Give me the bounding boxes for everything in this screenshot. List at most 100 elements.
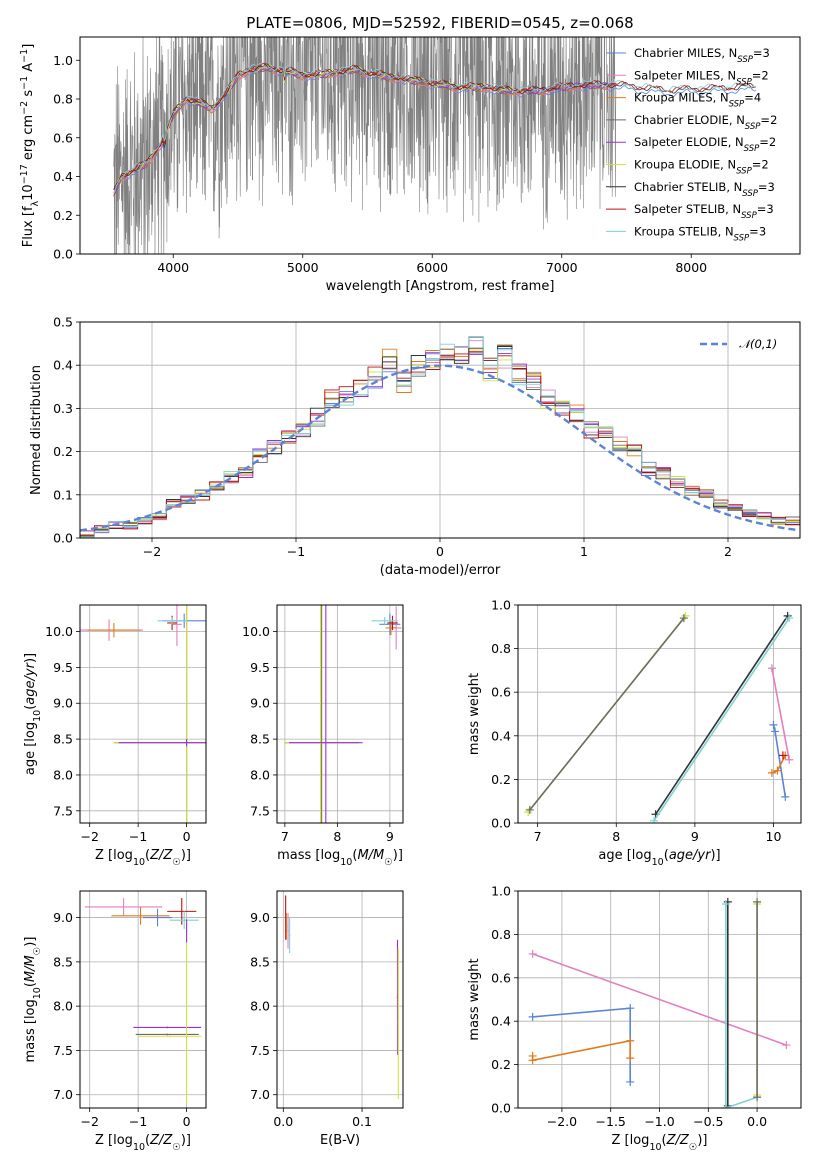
- y-tick-label: 9.0: [250, 696, 270, 711]
- x-tick-label: 10: [766, 829, 782, 844]
- weight-marker: [781, 792, 790, 801]
- legend-entry: Chabrier MILES, NSSP=3: [634, 46, 770, 65]
- weight-marker: [528, 1012, 537, 1021]
- weight-marker: [782, 1041, 791, 1050]
- y-tick-label: 1.0: [53, 53, 73, 68]
- x-axis-label: mass [log10(M/M☉)]: [277, 848, 403, 868]
- weight-marker: [773, 766, 782, 775]
- weight-marker: [626, 1077, 635, 1086]
- y-tick-label: 7.5: [250, 803, 270, 818]
- x-tick-label: 0: [183, 829, 191, 844]
- x-tick-label: 0: [436, 544, 444, 559]
- x-tick-label: 7: [534, 829, 542, 844]
- x-axis-label: age [log10(age/yr)]: [598, 848, 720, 868]
- y-tick-label: 0.0: [491, 816, 511, 831]
- weight-line: [725, 904, 758, 1108]
- weight-line: [532, 953, 787, 1046]
- x-tick-label: −2: [80, 829, 98, 844]
- y-tick-label: 0.4: [491, 728, 511, 743]
- weight-marker: [769, 720, 778, 729]
- axes-age_vs_mass: 7 8 9 7.5 8.0 8.5 9.0 9.5 10.0 mass [log10(M/M☉)]: [242, 604, 404, 868]
- y-tick-label: 8.0: [250, 999, 270, 1014]
- x-tick-label: 8: [333, 829, 341, 844]
- y-tick-label: 0.6: [53, 130, 73, 145]
- axes-frame: [79, 36, 801, 255]
- residual-histogram-kroupa-stelib: [80, 336, 800, 538]
- spectrum-legend: Chabrier MILES, NSSP=3 Salpeter MILES, NS…: [606, 46, 777, 243]
- weight-line: [531, 1039, 631, 1062]
- axes-frame: [79, 890, 207, 1109]
- y-tick-label: 7.5: [250, 1043, 270, 1058]
- y-axis-label: mass [log10(M/M☉)]: [23, 937, 43, 1063]
- weight-marker: [723, 897, 732, 906]
- y-tick-label: 0.0: [491, 1101, 511, 1116]
- plot-area-mass_vs_ebv: [284, 895, 400, 1100]
- x-tick-label: 0.1: [352, 1114, 372, 1129]
- y-tick-label: 8.5: [250, 732, 270, 747]
- x-tick-label: 9: [386, 829, 394, 844]
- plot-area-weight_vs_age: [524, 611, 794, 823]
- y-tick-label: 0.4: [53, 358, 73, 373]
- weight-line: [532, 1007, 631, 1082]
- axes-mass_vs_Z: −2 −1 0 7.0 7.5 8.0 8.5 9.0 Z [log10(Z/Z☉)] mass …: [23, 890, 207, 1153]
- x-tick-label: −2: [80, 1114, 98, 1129]
- observed-spectrum: [113, 37, 617, 254]
- y-tick-label: 0.6: [491, 970, 511, 985]
- plots: 4000 5000 6000 7000 80000.00.20.40.60.81.0wa…: [19, 36, 802, 1153]
- weight-marker: [721, 1104, 730, 1108]
- normal-curve: [80, 364, 798, 532]
- x-tick-label: 2: [724, 544, 732, 559]
- x-axis-label: Z [log10(Z/Z☉)]: [95, 848, 191, 868]
- axes-weight_vs_age: 7 8 9 10 0.0 0.2 0.4 0.6 0.8 1.0 age [log10(age/yr…: [467, 598, 802, 868]
- y-tick-label: 9.0: [53, 910, 73, 925]
- legend-entry: Salpeter STELIB, NSSP=3: [634, 202, 774, 221]
- weight-marker: [679, 614, 688, 623]
- x-axis-label: Z [log10(Z/Z☉)]: [95, 1133, 191, 1153]
- axes-frame: [79, 321, 801, 539]
- weight-marker: [528, 949, 537, 958]
- weight-marker: [525, 805, 534, 814]
- axes-mass_vs_ebv: 0.0 0.1 7.0 7.5 8.0 8.5 9.0 E(B-V): [250, 890, 404, 1148]
- y-tick-label: 0.0: [53, 247, 73, 262]
- x-tick-label: 0: [183, 1114, 191, 1129]
- axes-frame: [276, 890, 404, 1109]
- y-axis-label: Flux [fλ10−17 erg cm−2 s−1 A−1]: [19, 44, 41, 248]
- plot-area-spectrum: [113, 37, 757, 254]
- axes-frame: [517, 890, 802, 1109]
- weight-marker: [767, 664, 776, 673]
- x-tick-label: −1.0: [644, 1114, 674, 1129]
- y-tick-label: 0.2: [491, 772, 511, 787]
- y-tick-label: 0.4: [491, 1014, 511, 1029]
- y-tick-label: 9.0: [53, 696, 73, 711]
- axes-frame: [517, 604, 802, 824]
- legend-entry: Salpeter MILES, NSSP=2: [634, 68, 769, 87]
- legend-entry: Kroupa STELIB, NSSP=3: [634, 224, 766, 243]
- legend-entry: Kroupa ELODIE, NSSP=2: [634, 158, 769, 177]
- weight-line: [654, 615, 789, 815]
- weight-marker: [626, 1004, 635, 1013]
- weight-marker: [771, 727, 780, 736]
- x-axis-label: Z [log10(Z/Z☉)]: [612, 1133, 708, 1153]
- y-tick-label: 0.2: [53, 444, 73, 459]
- weight-marker: [778, 751, 787, 760]
- y-tick-label: 0.4: [53, 169, 73, 184]
- y-tick-label: 0.2: [491, 1057, 511, 1072]
- x-tick-label: 8000: [675, 260, 707, 275]
- x-tick-label: −2.0: [547, 1114, 577, 1129]
- model-spectrum-kroupa-stelib: [113, 63, 757, 193]
- residual-histogram-salpeter-stelib: [80, 351, 800, 536]
- y-tick-label: 0.1: [53, 487, 73, 502]
- legend-entry: Chabrier STELIB, NSSP=3: [634, 180, 775, 199]
- axes-residuals: −2 −1 0 1 2 0.0 0.1 0.2 0.3 0.4 0.5 (data-model)/er…: [29, 315, 801, 578]
- y-axis-label: mass weight: [467, 958, 482, 1040]
- y-tick-label: 9.5: [53, 660, 73, 675]
- legend-entry-normal: 𝒩(0,1): [739, 337, 777, 351]
- weight-marker: [767, 768, 776, 777]
- y-tick-label: 0.0: [53, 531, 73, 546]
- x-tick-label: −1: [129, 829, 147, 844]
- plot-area-age_vs_mass: [283, 605, 402, 823]
- weight-marker: [649, 816, 658, 823]
- legend-entry: Salpeter ELODIE, NSSP=2: [634, 135, 776, 154]
- y-tick-label: 0.3: [53, 401, 73, 416]
